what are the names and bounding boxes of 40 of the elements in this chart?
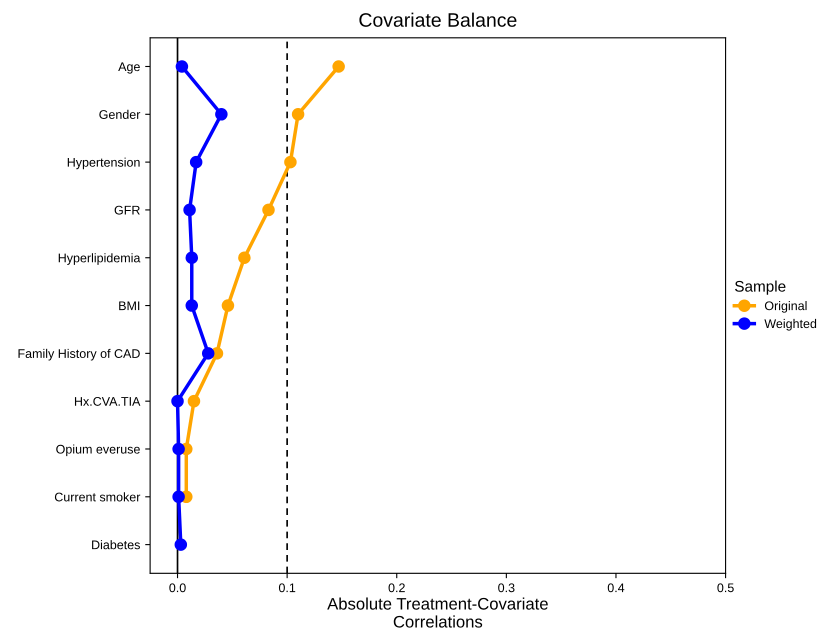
point [202, 347, 214, 360]
y-tick-label: Hyperlipidemia [58, 253, 140, 265]
point [188, 394, 200, 408]
x-tick-label: 0.0 [169, 583, 186, 592]
chart-title: Covariate Balance [359, 12, 516, 27]
point [190, 156, 202, 168]
point [238, 251, 251, 264]
y-tick-label: Current smoker [54, 492, 140, 502]
point [186, 299, 198, 312]
point [172, 490, 185, 504]
y-tick-label: Age [118, 62, 140, 74]
y-tick-label: GFR [114, 206, 140, 215]
point [183, 204, 196, 216]
legend-label: Weighted [764, 318, 816, 331]
y-tick-label: BMI [119, 301, 140, 310]
point [262, 204, 275, 216]
y-tick-label: Opium everuse [56, 444, 140, 456]
y-tick-label: Hypertension [68, 158, 140, 170]
y-tick-label: Hx.CVA.TIA [74, 396, 140, 406]
x-tick-label: 0.5 [717, 583, 734, 592]
point [222, 299, 234, 312]
point [174, 538, 188, 551]
y-tick-label: Family History of CAD [18, 348, 140, 360]
point [284, 156, 297, 168]
legend-label: Original [764, 301, 807, 313]
legend-title: Sample [735, 280, 786, 295]
point [176, 60, 188, 73]
point [215, 108, 228, 121]
point [186, 251, 198, 264]
point [171, 394, 184, 408]
x-tick-label: 0.1 [278, 583, 296, 592]
x-axis-title: Absolute Treatment-Covariate Correlations [327, 597, 548, 628]
x-tick-label: 0.2 [388, 583, 405, 592]
y-tick-label: Gender [99, 110, 140, 119]
x-tick-label: 0.3 [498, 583, 514, 592]
y-tick-label: Diabetes [92, 540, 140, 550]
point [292, 108, 304, 121]
point [332, 60, 345, 73]
point [172, 442, 185, 456]
x-tick-label: 0.4 [608, 583, 624, 592]
